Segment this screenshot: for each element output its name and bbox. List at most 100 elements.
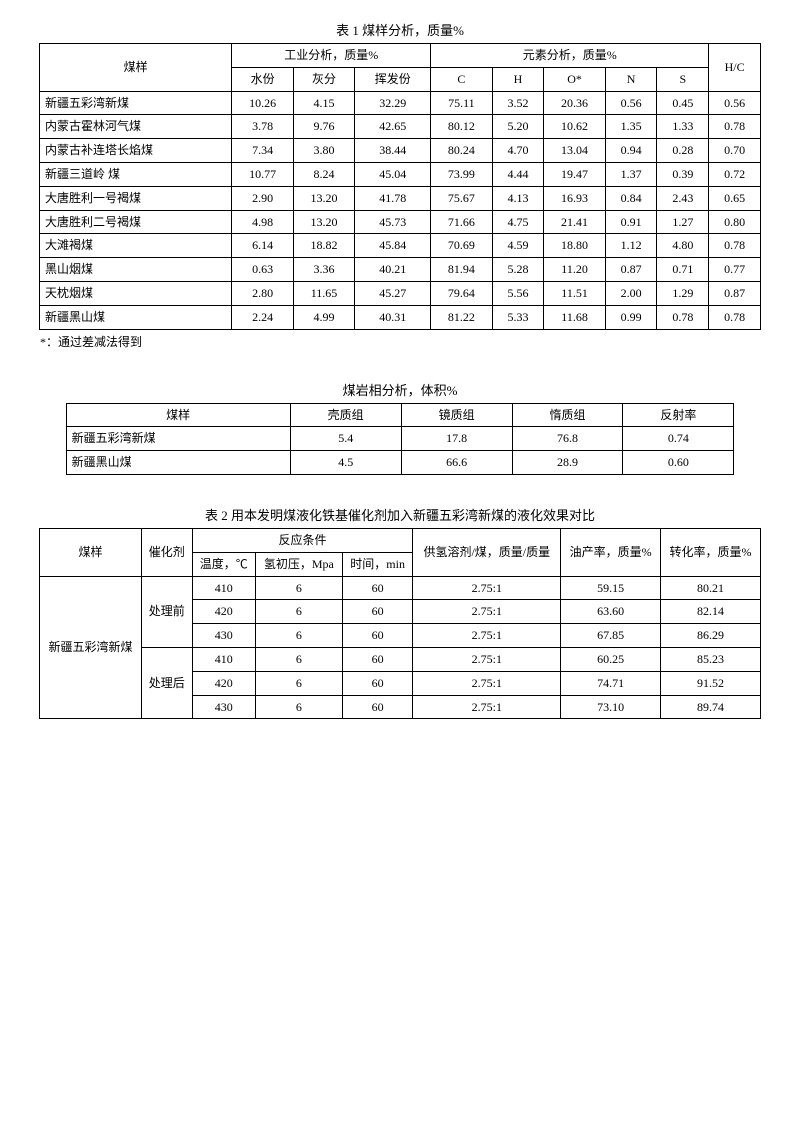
cell: 1.27 <box>657 210 709 234</box>
cell: 4.75 <box>492 210 544 234</box>
cell: 4.98 <box>232 210 293 234</box>
cell: 420 <box>192 671 255 695</box>
table-row: 天枕烟煤2.8011.6545.2779.645.5611.512.001.29… <box>40 281 761 305</box>
cell: 1.12 <box>605 234 657 258</box>
cell: 45.84 <box>355 234 431 258</box>
t2-th-conv: 转化率，质量% <box>661 528 761 576</box>
t2-th-time: 时间，min <box>342 552 413 576</box>
cell: 2.00 <box>605 281 657 305</box>
table-row: 新疆五彩湾新煤处理前4106602.75:159.1580.21 <box>40 576 761 600</box>
cell: 0.94 <box>605 139 657 163</box>
cell: 3.80 <box>293 139 354 163</box>
cell: 新疆黑山煤 <box>40 305 232 329</box>
cell: 新疆五彩湾新煤 <box>66 427 290 451</box>
cell: 0.87 <box>605 258 657 282</box>
cell: 75.67 <box>431 186 492 210</box>
cell: 13.20 <box>293 186 354 210</box>
cell: 0.99 <box>605 305 657 329</box>
cell: 0.78 <box>709 234 761 258</box>
cell-catalyst: 处理前 <box>142 576 192 647</box>
cell: 新疆黑山煤 <box>66 451 290 475</box>
cell: 0.56 <box>605 91 657 115</box>
cell: 59.15 <box>561 576 661 600</box>
cell: 2.75:1 <box>413 624 561 648</box>
table-row: 新疆黑山煤2.244.9940.3181.225.3311.680.990.78… <box>40 305 761 329</box>
cell: 11.68 <box>544 305 605 329</box>
t2-th-oil: 油产率，质量% <box>561 528 661 576</box>
cell: 60.25 <box>561 647 661 671</box>
mid-th-shell: 壳质组 <box>290 403 401 427</box>
cell: 430 <box>192 624 255 648</box>
cell: 11.65 <box>293 281 354 305</box>
th-hc: H/C <box>709 44 761 92</box>
cell: 4.70 <box>492 139 544 163</box>
table-row: 大滩褐煤6.1418.8245.8470.694.5918.801.124.80… <box>40 234 761 258</box>
cell: 4.15 <box>293 91 354 115</box>
cell: 73.99 <box>431 162 492 186</box>
th-industrial: 工业分析，质量% <box>232 44 431 68</box>
cell: 5.33 <box>492 305 544 329</box>
cell: 60 <box>342 600 413 624</box>
cell: 0.63 <box>232 258 293 282</box>
cell: 0.87 <box>709 281 761 305</box>
mid-table-wrap: 煤岩相分析，体积% 煤样 壳质组 镜质组 惰质组 反射率 新疆五彩湾新煤5.41… <box>20 380 780 475</box>
table-row: 大唐胜利一号褐煤2.9013.2041.7875.674.1316.930.84… <box>40 186 761 210</box>
cell: 4.44 <box>492 162 544 186</box>
table-row: 大唐胜利二号褐煤4.9813.2045.7371.664.7521.410.91… <box>40 210 761 234</box>
cell: 天枕烟煤 <box>40 281 232 305</box>
th-volatile: 挥发份 <box>355 67 431 91</box>
cell: 42.65 <box>355 115 431 139</box>
cell: 81.94 <box>431 258 492 282</box>
mid-caption: 煤岩相分析，体积% <box>20 380 780 399</box>
table-row: 新疆五彩湾新煤5.417.876.80.74 <box>66 427 734 451</box>
cell: 4.13 <box>492 186 544 210</box>
table-row: 新疆黑山煤4.566.628.90.60 <box>66 451 734 475</box>
cell: 3.52 <box>492 91 544 115</box>
cell: 63.60 <box>561 600 661 624</box>
cell: 1.35 <box>605 115 657 139</box>
cell: 2.75:1 <box>413 600 561 624</box>
cell: 60 <box>342 624 413 648</box>
cell: 2.43 <box>657 186 709 210</box>
cell: 66.6 <box>401 451 512 475</box>
cell: 13.04 <box>544 139 605 163</box>
cell: 420 <box>192 600 255 624</box>
cell: 10.26 <box>232 91 293 115</box>
cell: 2.80 <box>232 281 293 305</box>
table-row: 新疆五彩湾新煤10.264.1532.2975.113.5220.360.560… <box>40 91 761 115</box>
cell: 11.51 <box>544 281 605 305</box>
cell: 17.8 <box>401 427 512 451</box>
cell: 5.20 <box>492 115 544 139</box>
table-row: 处理后4106602.75:160.2585.23 <box>40 647 761 671</box>
th-o: O* <box>544 67 605 91</box>
cell: 41.78 <box>355 186 431 210</box>
cell: 5.28 <box>492 258 544 282</box>
table1: 煤样 工业分析，质量% 元素分析，质量% H/C 水份 灰分 挥发份 C H O… <box>39 43 761 330</box>
cell: 0.65 <box>709 186 761 210</box>
cell: 60 <box>342 671 413 695</box>
cell: 2.75:1 <box>413 576 561 600</box>
table-row: 内蒙古霍林河气煤3.789.7642.6580.125.2010.621.351… <box>40 115 761 139</box>
cell: 2.24 <box>232 305 293 329</box>
t2-th-coal: 煤样 <box>40 528 142 576</box>
t2-th-ratio: 供氢溶剂/煤，质量/质量 <box>413 528 561 576</box>
cell: 5.56 <box>492 281 544 305</box>
cell: 60 <box>342 695 413 719</box>
cell: 82.14 <box>661 600 761 624</box>
cell: 0.74 <box>623 427 734 451</box>
cell: 6 <box>255 695 342 719</box>
cell: 410 <box>192 576 255 600</box>
table-row: 内蒙古补连塔长焰煤7.343.8038.4480.244.7013.040.94… <box>40 139 761 163</box>
th-c: C <box>431 67 492 91</box>
cell: 16.93 <box>544 186 605 210</box>
cell: 28.9 <box>512 451 623 475</box>
cell: 71.66 <box>431 210 492 234</box>
cell-coal: 新疆五彩湾新煤 <box>40 576 142 719</box>
cell: 18.82 <box>293 234 354 258</box>
cell: 81.22 <box>431 305 492 329</box>
cell: 0.56 <box>709 91 761 115</box>
cell: 0.39 <box>657 162 709 186</box>
cell: 10.62 <box>544 115 605 139</box>
th-moisture: 水份 <box>232 67 293 91</box>
cell: 2.90 <box>232 186 293 210</box>
